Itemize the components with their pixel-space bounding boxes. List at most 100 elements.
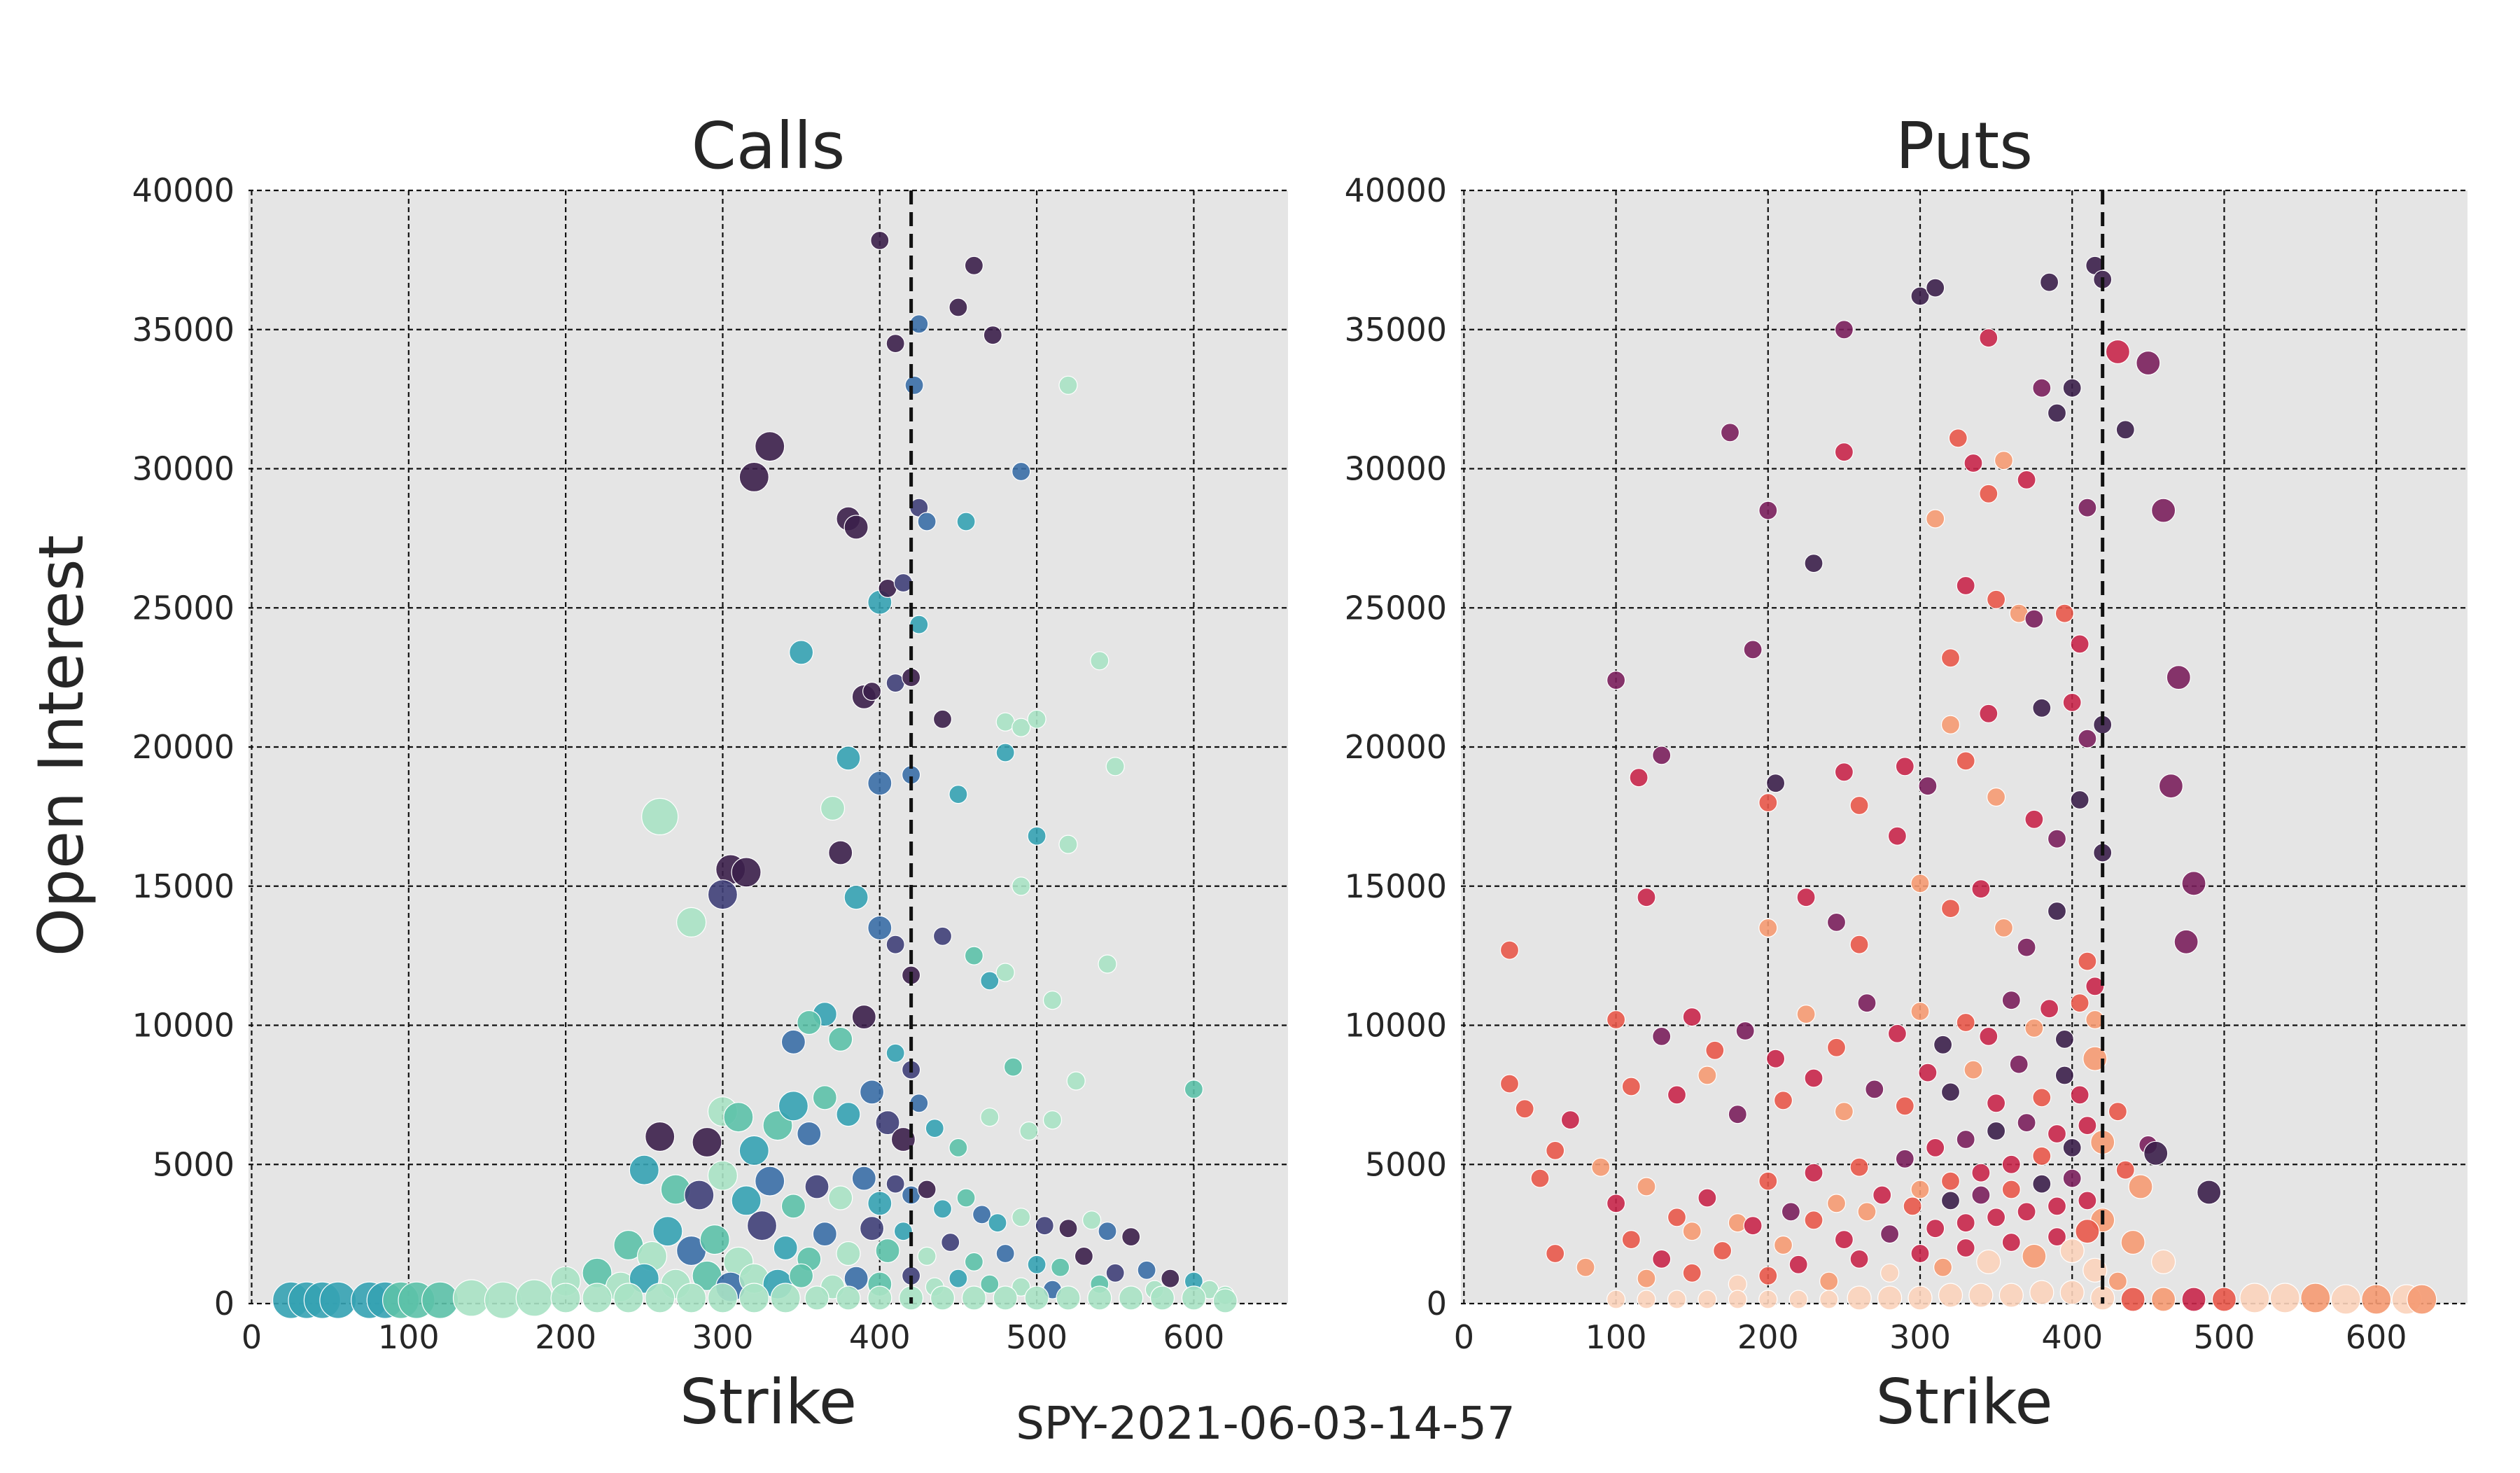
puts-data-point [1606, 1010, 1626, 1030]
puts-data-point [1743, 640, 1763, 659]
puts-data-point [2151, 498, 2176, 523]
calls-data-point [692, 1126, 722, 1158]
puts-data-point [1956, 1129, 1975, 1150]
calls-data-point [804, 1285, 830, 1311]
puts-data-point [2032, 1088, 2052, 1108]
puts-data-point [1637, 1177, 1656, 1196]
calls-data-point [613, 1283, 644, 1313]
puts-data-point [1834, 1102, 1854, 1122]
calls-data-point [917, 1246, 937, 1266]
puts-data-point [2017, 1202, 2036, 1222]
puts-y-tick-label: 0 [1427, 1285, 1447, 1322]
calls-data-point [629, 1154, 659, 1185]
calls-data-point [925, 1118, 944, 1138]
puts-data-point [2024, 809, 2044, 829]
puts-y-tick-label: 35000 [1345, 311, 1447, 349]
calls-data-point [1105, 757, 1125, 776]
puts-data-point [2001, 1232, 2021, 1252]
puts-data-point [1933, 1257, 1953, 1277]
calls-data-point [867, 915, 892, 941]
puts-data-point [1546, 1243, 1565, 1264]
calls-data-point [820, 795, 846, 821]
calls-data-point [1027, 1255, 1046, 1274]
puts-data-point [1606, 1290, 1626, 1309]
calls-data-point [550, 1283, 581, 1313]
puts-data-point [2024, 609, 2044, 629]
puts-data-point [1895, 1149, 1914, 1168]
puts-data-point [1987, 1208, 2006, 1227]
calls-data-point [731, 857, 762, 888]
puts-data-point [1971, 1163, 1991, 1182]
calls-data-point [961, 1285, 987, 1311]
calls-y-tick-label: 35000 [132, 311, 234, 349]
puts-data-point [2017, 1112, 2036, 1133]
puts-x-tick-label: 200 [1737, 1318, 1799, 1356]
calls-data-point [836, 746, 861, 771]
calls-data-point [886, 1174, 905, 1194]
puts-data-point [1926, 1138, 1945, 1158]
puts-data-point [1956, 1012, 1975, 1033]
puts-data-point [1819, 1271, 1839, 1291]
puts-data-point [1499, 1074, 1520, 1094]
puts-data-point [2009, 1054, 2029, 1074]
calls-data-point [738, 1135, 769, 1166]
puts-data-point [1773, 1091, 1793, 1110]
calls-data-point [676, 1283, 707, 1313]
calls-data-point [851, 1166, 876, 1191]
calls-panel: 0 100 200 300 400 500 600 0 5000 10000 15000 20000 2… [132, 109, 1288, 1438]
puts-data-point [1629, 768, 1648, 788]
puts-data-point [2136, 350, 2161, 376]
puts-data-point [2361, 1284, 2392, 1315]
puts-data-point [1940, 1082, 1961, 1102]
puts-data-point [2158, 774, 2183, 799]
calls-data-point [1011, 461, 1031, 482]
puts-data-point [1976, 1249, 2001, 1275]
calls-data-point [1087, 1285, 1112, 1311]
puts-data-point [1758, 501, 1778, 520]
calls-data-point [932, 1199, 953, 1219]
puts-data-point [1766, 774, 1786, 793]
calls-data-point [755, 1166, 785, 1196]
puts-data-point [1963, 1060, 1983, 1080]
puts-data-point [1849, 1157, 1869, 1177]
calls-data-point [983, 326, 1002, 345]
puts-data-point [2115, 420, 2135, 440]
puts-data-point [2166, 664, 2191, 690]
puts-data-point [1826, 1038, 1847, 1057]
puts-data-point [1773, 1235, 1793, 1255]
puts-data-point [1849, 795, 1869, 816]
calls-data-point [1003, 1057, 1023, 1077]
puts-data-point [1971, 1185, 1991, 1205]
calls-data-point [707, 1160, 738, 1191]
puts-data-point [1682, 1263, 1702, 1283]
puts-data-point [1910, 1243, 1930, 1264]
calls-data-point [844, 885, 869, 910]
puts-data-point [1994, 918, 2014, 938]
puts-data-point [2047, 901, 2067, 921]
puts-data-point [1940, 715, 1961, 734]
calls-data-point [738, 461, 769, 493]
calls-data-point [917, 512, 937, 531]
calls-data-point [890, 1126, 916, 1152]
puts-data-point [1933, 1035, 1953, 1054]
calls-data-point [828, 1026, 853, 1052]
calls-data-point [788, 1263, 814, 1288]
puts-data-point [1720, 423, 1740, 442]
puts-data-point [1637, 1269, 1656, 1288]
panels: 0 100 200 300 400 500 600050001000015000200002… [132, 109, 2468, 1438]
calls-x-tick-label: 0 [241, 1318, 262, 1356]
calls-data-point [964, 256, 984, 275]
puts-data-point [1857, 993, 1877, 1013]
puts-data-point [2047, 829, 2067, 849]
calls-data-point [1137, 1260, 1156, 1280]
puts-data-point [2211, 1287, 2236, 1312]
puts-data-point [1576, 1257, 1595, 1277]
calls-data-point [859, 1216, 885, 1241]
calls-data-point [804, 1174, 830, 1199]
puts-data-point [1918, 776, 1938, 796]
puts-data-point [1979, 704, 1998, 723]
puts-data-point [1652, 1249, 1672, 1269]
puts-data-point [1887, 1024, 1907, 1044]
puts-data-point [1728, 1290, 1747, 1309]
